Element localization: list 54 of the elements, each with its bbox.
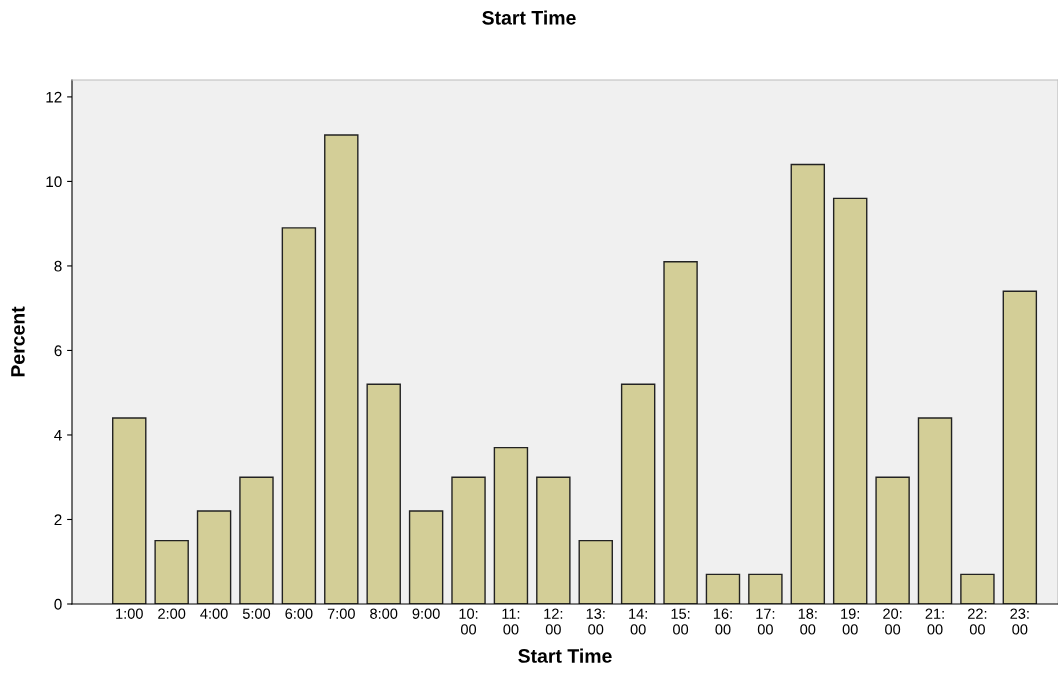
x-tick-label: 22:00 <box>968 608 987 635</box>
x-tick-label: 5:00 <box>242 608 271 619</box>
x-tick-label: 13:00 <box>586 608 605 635</box>
bar <box>1002 290 1038 604</box>
x-tick-label: 12:00 <box>544 608 563 635</box>
bar <box>196 510 232 604</box>
bar <box>663 261 698 604</box>
bar <box>154 539 189 604</box>
x-tick-label: 6:00 <box>285 608 313 619</box>
bar <box>960 573 995 604</box>
x-tick-label: 19:00 <box>841 608 859 635</box>
x-tick-label: 9:00 <box>412 608 440 619</box>
y-tick-label: 4 <box>54 429 62 441</box>
bar <box>493 446 529 604</box>
bar <box>239 476 274 604</box>
x-tick-label: 8:00 <box>370 608 398 619</box>
bar <box>324 134 359 604</box>
x-tick-label: 4:00 <box>200 608 228 619</box>
x-tick-label: 23:00 <box>1010 608 1029 635</box>
x-tick-label: 16:00 <box>713 608 732 635</box>
bar <box>408 510 444 604</box>
bar <box>875 476 910 604</box>
bar <box>917 417 953 604</box>
x-tick-label: 18:00 <box>798 608 817 635</box>
bar <box>451 476 486 604</box>
y-tick-label: 8 <box>54 260 62 272</box>
x-tick-label: 14:00 <box>629 608 647 635</box>
x-tick-label: 15:00 <box>671 608 690 635</box>
x-tick-label: 10:00 <box>459 608 478 635</box>
bar <box>281 227 317 604</box>
bar <box>366 383 401 604</box>
bar <box>705 573 741 604</box>
bar <box>790 163 826 604</box>
x-tick-label: 11:00 <box>502 608 520 635</box>
bar <box>832 197 868 604</box>
x-tick-label: 21:00 <box>925 608 944 635</box>
y-tick-label: 6 <box>54 345 62 357</box>
bar <box>112 417 147 604</box>
x-tick-label: 1:00 <box>116 608 143 619</box>
bar <box>620 383 656 604</box>
chart-title: Start Time <box>482 10 576 25</box>
y-tick-label: 12 <box>46 91 62 103</box>
x-axis-title: Start Time <box>518 648 612 663</box>
x-tick-label: 2:00 <box>158 608 186 619</box>
x-tick-label: 7:00 <box>327 608 355 619</box>
bar <box>536 476 571 604</box>
y-axis-title: Percent <box>11 306 25 377</box>
bar <box>748 573 783 604</box>
y-tick-label: 10 <box>46 176 62 188</box>
x-tick-label: 20:00 <box>883 608 902 635</box>
bar <box>578 539 613 604</box>
x-tick-label: 17:00 <box>756 608 775 635</box>
y-tick-label: 0 <box>54 598 62 610</box>
y-tick-label: 2 <box>54 514 62 526</box>
